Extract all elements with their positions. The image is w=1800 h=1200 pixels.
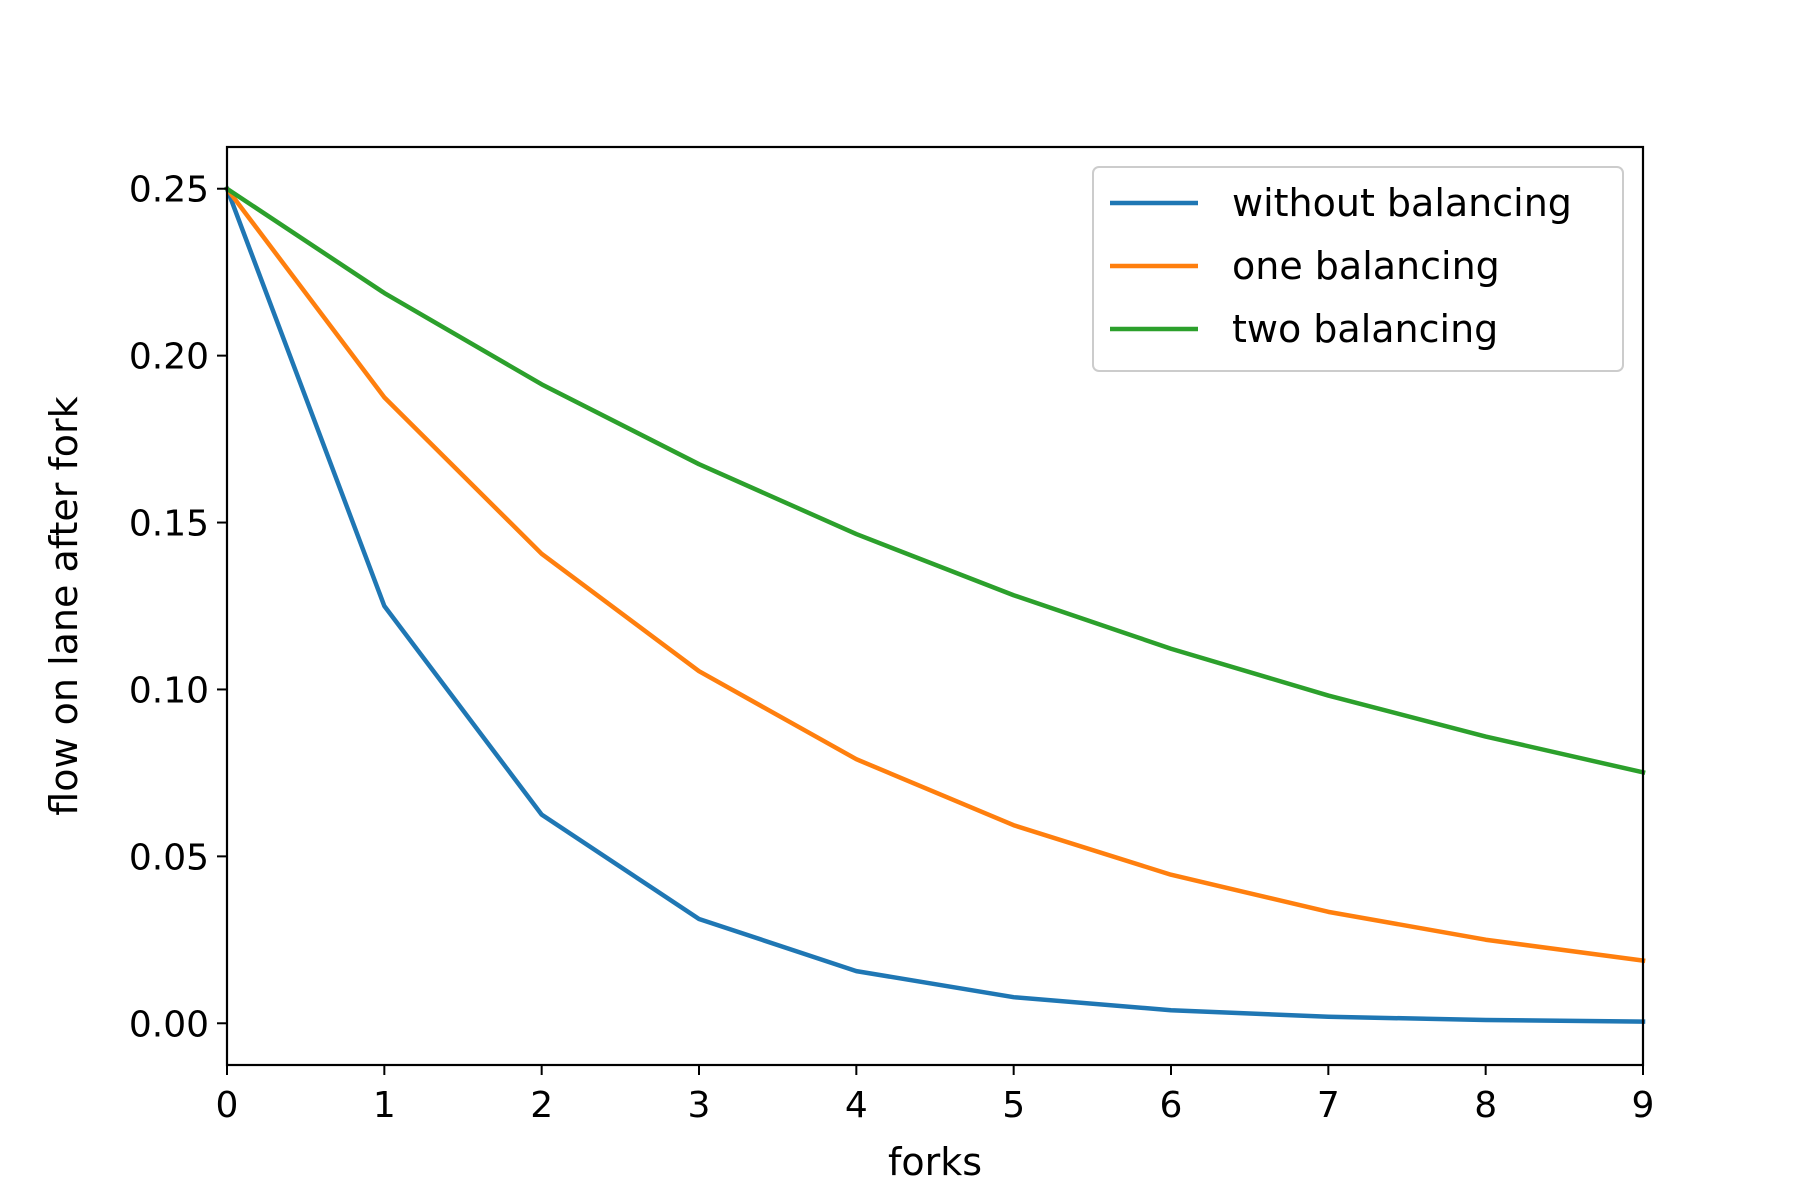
series-line-2 <box>223 185 1646 964</box>
x-tick-label: 6 <box>1160 1085 1183 1126</box>
x-tick-label: 7 <box>1317 1085 1340 1126</box>
y-axis: 0.00 0.05 0.10 0.15 0.20 0.25 <box>129 170 227 1045</box>
legend-label: two balancing <box>1232 307 1498 351</box>
x-tick-label: 0 <box>216 1085 239 1126</box>
x-axis: 0 1 2 3 4 5 6 7 8 9 <box>216 1065 1655 1126</box>
x-tick-label: 9 <box>1632 1085 1655 1126</box>
x-tick-label: 2 <box>530 1085 553 1126</box>
legend-label: without balancing <box>1232 181 1572 225</box>
plot-frame <box>225 145 1645 1067</box>
x-tick-label: 3 <box>688 1085 711 1126</box>
legend-label: one balancing <box>1232 244 1500 288</box>
y-tick-label: 0.10 <box>129 670 209 711</box>
x-axis-label: forks <box>888 1140 982 1184</box>
series-layer <box>223 185 1646 1024</box>
series-line-1 <box>224 185 1646 1024</box>
x-tick-label: 5 <box>1002 1085 1025 1126</box>
y-tick-label: 0.20 <box>129 337 209 378</box>
y-axis-label: flow on lane after fork <box>42 396 86 815</box>
x-tick-label: 1 <box>373 1085 396 1126</box>
x-tick-label: 8 <box>1474 1085 1497 1126</box>
y-tick-label: 0.15 <box>129 504 209 545</box>
legend-box <box>1092 166 1624 372</box>
y-tick-label: 0.05 <box>129 837 209 878</box>
legend: without balancing one balancing two balanc… <box>1092 166 1624 372</box>
series-line-3 <box>223 185 1646 776</box>
y-tick-label: 0.25 <box>129 170 209 211</box>
y-tick-label: 0.00 <box>129 1004 209 1045</box>
x-tick-label: 4 <box>845 1085 868 1126</box>
